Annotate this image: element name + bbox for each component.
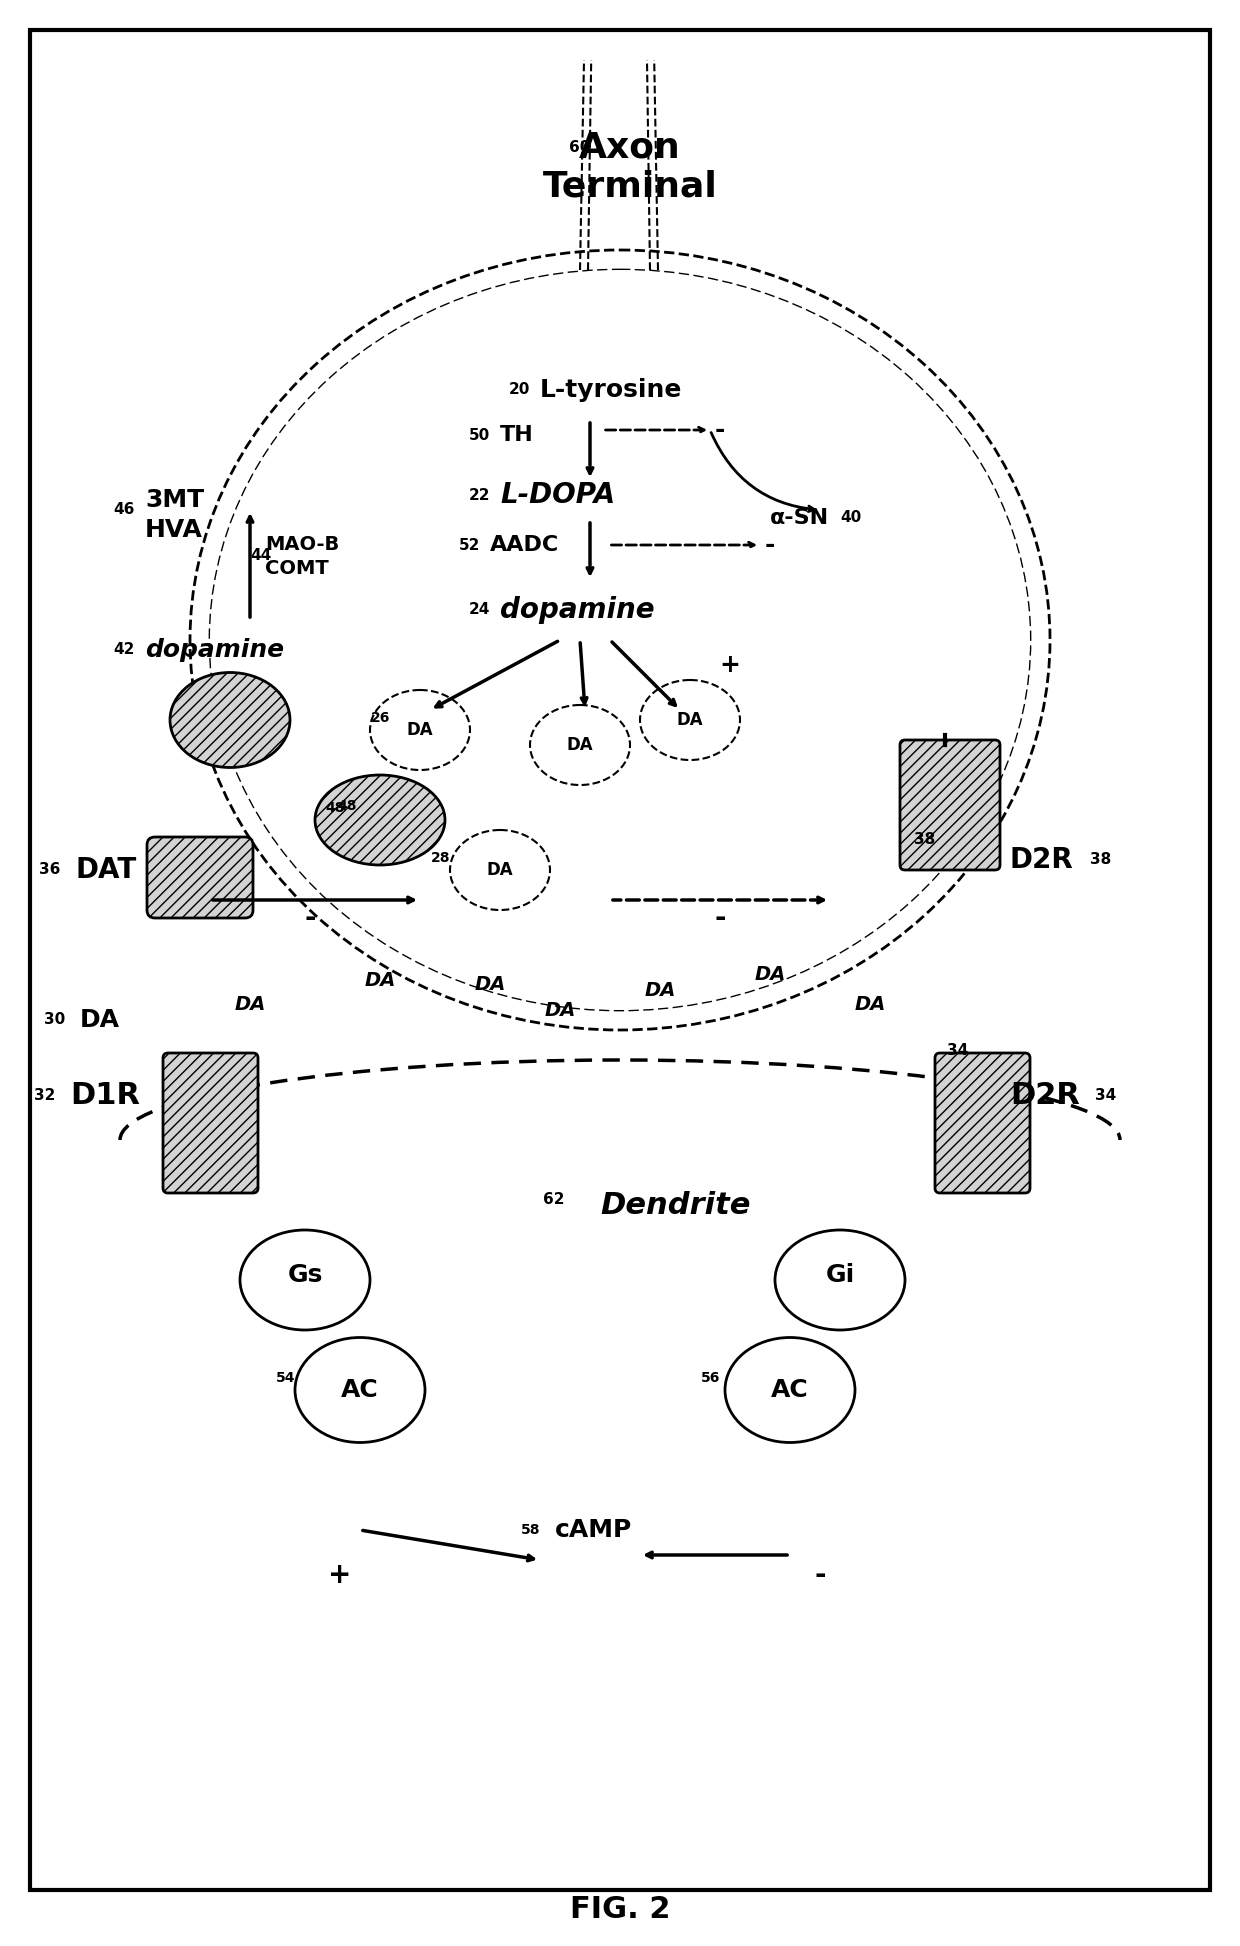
Text: -: -	[304, 905, 316, 932]
Text: 22: 22	[469, 488, 490, 502]
Text: -: -	[815, 1561, 826, 1590]
Ellipse shape	[295, 1337, 425, 1442]
Ellipse shape	[450, 831, 551, 911]
Text: 36: 36	[38, 862, 60, 878]
Text: Axon
Terminal: Axon Terminal	[543, 130, 718, 204]
Text: 58: 58	[521, 1524, 539, 1537]
Text: 34: 34	[947, 1043, 968, 1059]
Text: cAMP: cAMP	[556, 1518, 632, 1541]
Text: AADC: AADC	[490, 535, 559, 555]
Text: 26: 26	[371, 710, 391, 726]
Ellipse shape	[640, 679, 740, 761]
Ellipse shape	[210, 270, 1030, 1010]
Text: 48: 48	[337, 800, 357, 813]
Text: +: +	[719, 654, 740, 677]
Text: DA: DA	[365, 971, 396, 989]
Text: 52: 52	[459, 537, 480, 553]
Text: 20: 20	[508, 383, 529, 397]
Text: Dendrite: Dendrite	[600, 1191, 750, 1220]
Text: 38: 38	[914, 833, 935, 848]
Text: MAO-B: MAO-B	[265, 535, 340, 555]
Text: 60: 60	[569, 140, 590, 156]
Ellipse shape	[529, 704, 630, 784]
Text: Gs: Gs	[288, 1263, 322, 1286]
Text: DA: DA	[754, 965, 786, 985]
Text: -: -	[715, 418, 725, 442]
Text: 3MT: 3MT	[145, 488, 205, 512]
Ellipse shape	[190, 249, 1050, 1029]
Text: dopamine: dopamine	[145, 638, 284, 662]
Text: DA: DA	[475, 975, 506, 994]
Ellipse shape	[170, 673, 290, 767]
FancyBboxPatch shape	[148, 837, 253, 919]
Ellipse shape	[315, 775, 445, 866]
Text: Gi: Gi	[826, 1263, 854, 1286]
Text: 48: 48	[325, 802, 345, 815]
Text: 38: 38	[1090, 852, 1111, 868]
Text: DA: DA	[567, 736, 593, 753]
Text: 54: 54	[275, 1372, 295, 1386]
Text: -: -	[714, 905, 725, 932]
Text: AC: AC	[771, 1378, 808, 1401]
FancyBboxPatch shape	[162, 1053, 258, 1193]
Text: TH: TH	[500, 424, 533, 446]
Text: 40: 40	[839, 510, 862, 525]
Text: 30: 30	[43, 1012, 64, 1027]
Text: DA: DA	[81, 1008, 120, 1031]
Text: DA: DA	[234, 996, 265, 1014]
Text: -: -	[765, 533, 775, 557]
Text: dopamine: dopamine	[500, 595, 655, 625]
Text: DA: DA	[677, 710, 703, 730]
Ellipse shape	[775, 1230, 905, 1329]
Text: L-DOPA: L-DOPA	[500, 481, 615, 510]
Text: 50: 50	[469, 428, 490, 442]
FancyBboxPatch shape	[30, 29, 1210, 1890]
Ellipse shape	[370, 691, 470, 771]
Text: 34: 34	[1095, 1088, 1116, 1103]
Ellipse shape	[725, 1337, 856, 1442]
Text: 28: 28	[430, 850, 450, 866]
FancyBboxPatch shape	[935, 1053, 1030, 1193]
Text: 62: 62	[543, 1193, 565, 1208]
Text: 56: 56	[701, 1372, 720, 1386]
Text: AC: AC	[341, 1378, 379, 1401]
Text: DAT: DAT	[74, 856, 136, 883]
Ellipse shape	[241, 1230, 370, 1329]
FancyBboxPatch shape	[900, 739, 999, 870]
Text: 44: 44	[250, 547, 272, 562]
Text: +: +	[329, 1561, 352, 1590]
Text: COMT: COMT	[265, 559, 329, 578]
Text: L-tyrosine: L-tyrosine	[539, 378, 682, 403]
Text: DA: DA	[486, 860, 513, 880]
Text: DA: DA	[407, 722, 433, 739]
Text: D1R: D1R	[69, 1080, 140, 1109]
Text: DA: DA	[544, 1000, 575, 1020]
Text: 32: 32	[33, 1088, 55, 1103]
Ellipse shape	[210, 270, 1030, 1010]
Text: 42: 42	[114, 642, 135, 658]
Text: HVA: HVA	[145, 518, 203, 543]
Text: D2R: D2R	[1011, 1080, 1080, 1109]
Text: FIG. 2: FIG. 2	[569, 1895, 671, 1925]
Text: α-SN: α-SN	[770, 508, 830, 527]
Text: D2R: D2R	[1011, 847, 1074, 874]
Text: DA: DA	[645, 981, 676, 1000]
Text: 46: 46	[114, 502, 135, 518]
Text: 24: 24	[469, 603, 490, 617]
Text: DA: DA	[854, 996, 885, 1014]
